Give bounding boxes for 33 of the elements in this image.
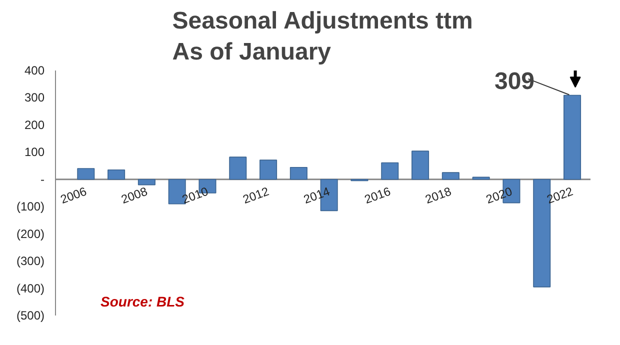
y-tick-label: (200) <box>16 226 45 241</box>
bar <box>260 160 278 180</box>
x-tick-label: 2016 <box>362 184 393 207</box>
x-tick-label: 2022 <box>544 184 576 207</box>
x-tick-label: 2006 <box>58 184 89 207</box>
bar <box>229 156 247 180</box>
x-tick-label: 2012 <box>240 184 272 207</box>
annotation: Source: BLS <box>100 294 186 310</box>
y-tick-label: - <box>40 172 45 186</box>
bar <box>381 162 399 180</box>
y-tick-label: 100 <box>24 145 45 160</box>
y-tick-label: (400) <box>16 281 45 296</box>
bar <box>442 172 460 180</box>
annotation: 309 <box>494 68 535 95</box>
chart-title: Seasonal Adjustments ttm As of January <box>172 7 473 66</box>
x-tick-label: 2014 <box>302 184 332 207</box>
bar <box>77 168 95 180</box>
y-tick-label: 200 <box>24 118 45 132</box>
bar <box>290 167 308 180</box>
bar <box>412 150 430 180</box>
y-tick-label: (100) <box>16 200 45 214</box>
bar <box>108 169 126 180</box>
x-tick-label: 2018 <box>423 184 454 207</box>
x-tick-label: 2010 <box>180 184 210 207</box>
bar <box>564 94 582 180</box>
x-tick-label: 2020 <box>484 184 514 207</box>
y-tick-label: (300) <box>16 254 45 268</box>
y-tick-label: 300 <box>24 90 45 105</box>
x-tick-label: 2008 <box>119 184 150 207</box>
bar <box>138 178 156 186</box>
bar <box>472 176 490 180</box>
y-tick-label: (500) <box>16 308 45 322</box>
y-tick-label: 400 <box>24 64 45 78</box>
